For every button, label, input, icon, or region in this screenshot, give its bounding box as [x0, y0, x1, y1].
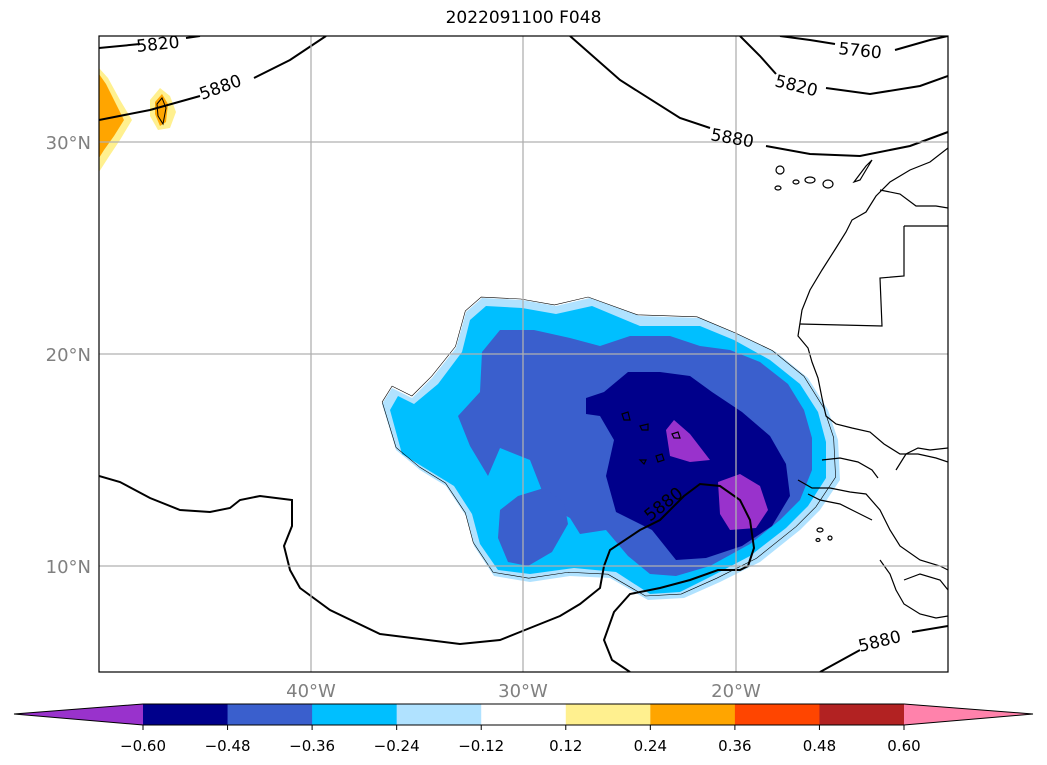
lon-label-20w: 20°W: [711, 681, 761, 702]
latitude-labels: 30°N 20°N 10°N: [46, 133, 91, 578]
colorbar-extend-high: [904, 704, 1033, 725]
colorbar-tick-label: 0.48: [803, 737, 836, 755]
colorbar-tick-label: 0.24: [634, 737, 667, 755]
contour-label: 5820: [773, 71, 820, 101]
islands: [774, 159, 873, 543]
positive-anomaly-northwest: [99, 68, 176, 172]
contour-label: 5880: [197, 71, 244, 105]
colorbar-cell: [396, 704, 482, 725]
colorbar: −0.60 −0.48 −0.36 −0.24 −0.12 0.12 0.24 0.36 0.4…: [13, 703, 1034, 755]
geopotential-contours: [99, 36, 948, 672]
colorbar-cell: [143, 704, 229, 725]
lat-label-20n: 20°N: [46, 345, 91, 366]
contour-label: 5820: [135, 33, 180, 57]
contour-label: 5880: [709, 125, 755, 152]
colorbar-tick-label: −0.60: [120, 737, 166, 755]
colorbar-tick-label: −0.48: [205, 737, 251, 755]
colorbar-tick-label: −0.36: [289, 737, 335, 755]
lat-label-30n: 30°N: [46, 133, 91, 154]
negative-anomaly-central-atlantic: [381, 296, 840, 600]
small-contour-islands: [621, 411, 681, 466]
colorbar-cell: [227, 704, 313, 725]
colorbar-cell: [565, 704, 651, 725]
contour-label: 5880: [856, 627, 903, 657]
colorbar-extend-low: [14, 704, 143, 725]
coastlines: [797, 147, 948, 619]
lon-label-40w: 40°W: [286, 681, 336, 702]
lon-label-30w: 30°W: [498, 681, 548, 702]
colorbar-tick-label: 0.12: [549, 737, 582, 755]
colorbar-tick-label: −0.24: [374, 737, 420, 755]
contour-label: 5760: [837, 39, 882, 63]
colorbar-cell: [819, 704, 905, 725]
colorbar-tick-label: 0.36: [718, 737, 751, 755]
gridlines: [99, 36, 948, 672]
colorbar-cell: [312, 704, 398, 725]
colorbar-tick-label: −0.12: [458, 737, 504, 755]
colorbar-tick-label: 0.60: [887, 737, 920, 755]
lat-label-10n: 10°N: [46, 557, 91, 578]
map-area: 5820 5880 5760 5820 5880 5880 5880: [99, 33, 948, 672]
colorbar-cell: [650, 704, 736, 725]
colorbar-cell: [481, 704, 567, 725]
map-title: 2022091100 F048: [445, 8, 602, 28]
colorbar-cell: [734, 704, 820, 725]
longitude-labels: 40°W 30°W 20°W: [286, 681, 761, 702]
map-frame: [98, 35, 949, 673]
